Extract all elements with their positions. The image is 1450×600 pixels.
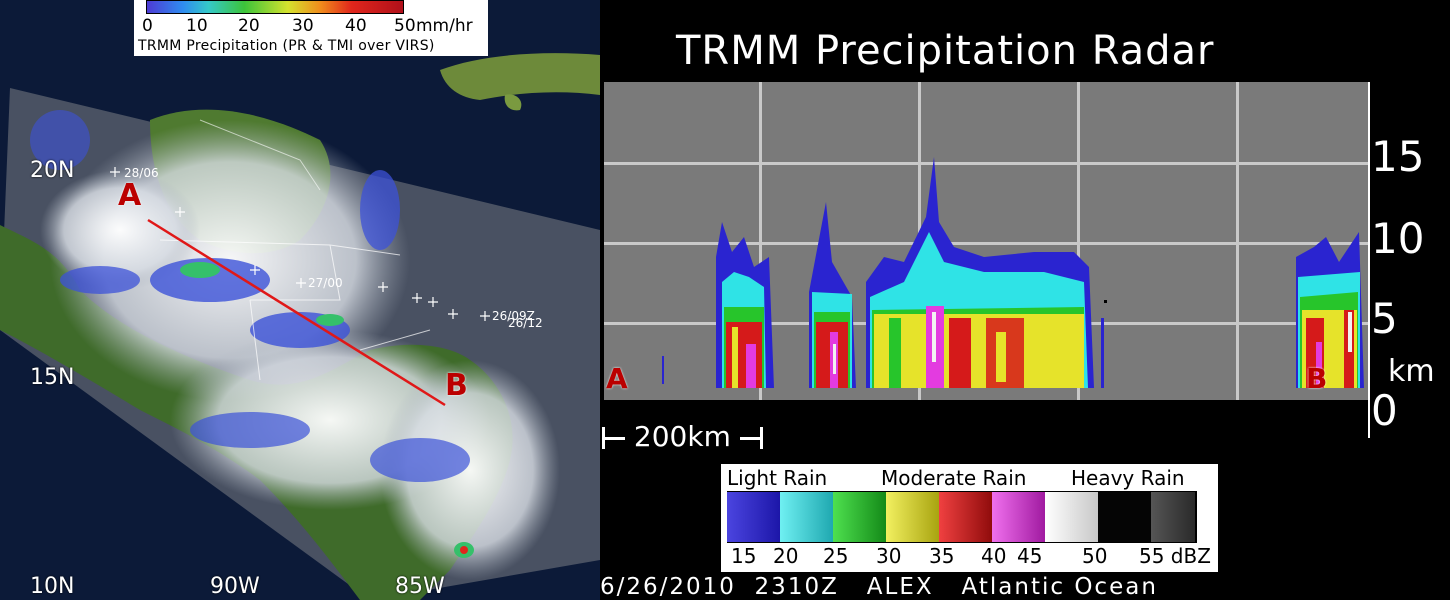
grid-line	[1236, 82, 1239, 400]
satellite-map: 0 10 20 30 40 50 mm/hr TRMM Precipitatio…	[0, 0, 600, 600]
dbz-swatch-35	[939, 491, 992, 543]
dbz-value: 30	[876, 544, 902, 568]
grid-line	[1077, 82, 1080, 400]
legend-border	[1195, 491, 1197, 543]
dbz-swatch-50	[1098, 491, 1151, 543]
dbz-value: 25	[823, 544, 849, 568]
map-marker-a: A	[118, 178, 142, 213]
map-marker-b: B	[445, 368, 468, 403]
distance-scale: 200km	[600, 420, 763, 453]
precip-tick: 50	[394, 16, 416, 36]
grid-line	[604, 242, 1368, 245]
dbz-value: 50	[1082, 544, 1108, 568]
dbz-value: 20	[773, 544, 799, 568]
echo-speck	[662, 356, 664, 384]
precip-tick: 10	[186, 16, 208, 36]
scale-label: 200km	[633, 420, 731, 453]
track-label: 28/06	[124, 166, 159, 180]
dbz-swatch-30	[886, 491, 939, 543]
lon-label-90w: 90W	[210, 574, 260, 599]
dbz-value: 15	[731, 544, 757, 568]
echo-cell	[866, 157, 1094, 388]
height-tick: 15	[1371, 132, 1425, 181]
height-axis	[1368, 82, 1370, 438]
grid-line	[759, 82, 762, 400]
caption-footer: 6/26/2010 2310Z ALEX Atlantic Ocean	[600, 574, 1158, 600]
dbz-value: 40	[981, 544, 1007, 568]
precip-tick: 20	[238, 16, 260, 36]
lat-label-20n: 20N	[30, 158, 75, 183]
height-tick: 5	[1371, 294, 1398, 343]
scale-line	[739, 436, 760, 440]
track-label: 27/00	[308, 276, 343, 290]
precip-tick: 40	[345, 16, 367, 36]
dbz-swatch-20	[780, 491, 833, 543]
scale-tick	[602, 427, 605, 449]
dbz-swatch-55	[1151, 491, 1195, 543]
grid-line	[604, 162, 1368, 165]
height-unit: km	[1388, 354, 1435, 389]
dbz-value: 55 dBZ	[1139, 544, 1211, 568]
lat-label-10n: 10N	[30, 574, 75, 599]
legend-header-heavy: Heavy Rain	[1071, 466, 1185, 490]
radar-marker-a: A	[606, 362, 628, 395]
height-tick: 10	[1371, 214, 1425, 263]
echo-cell	[716, 222, 774, 388]
radar-title: TRMM Precipitation Radar	[676, 28, 1215, 74]
dbz-swatch-25	[833, 491, 886, 543]
precip-legend: 0 10 20 30 40 50 mm/hr TRMM Precipitatio…	[134, 0, 488, 56]
lat-label-15n: 15N	[30, 365, 75, 390]
dbz-swatch-45	[1045, 491, 1098, 543]
dbz-swatch-40	[992, 491, 1045, 543]
lon-label-85w: 85W	[395, 574, 445, 599]
dbz-swatch-15	[727, 491, 780, 543]
height-tick: 0	[1371, 386, 1398, 435]
precip-tick: 0	[142, 16, 153, 36]
echo-speck	[1101, 318, 1104, 388]
echo-speck	[1104, 300, 1107, 303]
precip-tick: 30	[292, 16, 314, 36]
map-image	[0, 0, 600, 600]
scale-tick	[759, 427, 763, 449]
track-label: 26/09Z	[492, 309, 535, 323]
radar-plot	[604, 82, 1368, 400]
scale-line	[605, 436, 625, 440]
dbz-value: 35	[929, 544, 955, 568]
echo-cell	[809, 202, 856, 388]
radar-panel: TRMM Precipitation Radar	[600, 0, 1450, 600]
legend-header-moderate: Moderate Rain	[881, 466, 1027, 490]
radar-echoes	[662, 157, 1364, 388]
dbz-legend: Light Rain Moderate Rain Heavy Rain 15 2…	[721, 464, 1218, 572]
precip-unit: mm/hr	[416, 16, 473, 36]
echo-cell	[1296, 232, 1364, 388]
precip-caption: TRMM Precipitation (PR & TMI over VIRS)	[138, 38, 435, 54]
radar-marker-b: B	[1306, 362, 1328, 395]
precip-color-bar	[146, 0, 404, 14]
legend-header-light: Light Rain	[727, 466, 828, 490]
dbz-value: 45	[1017, 544, 1043, 568]
track-label: 26/12	[508, 316, 543, 330]
